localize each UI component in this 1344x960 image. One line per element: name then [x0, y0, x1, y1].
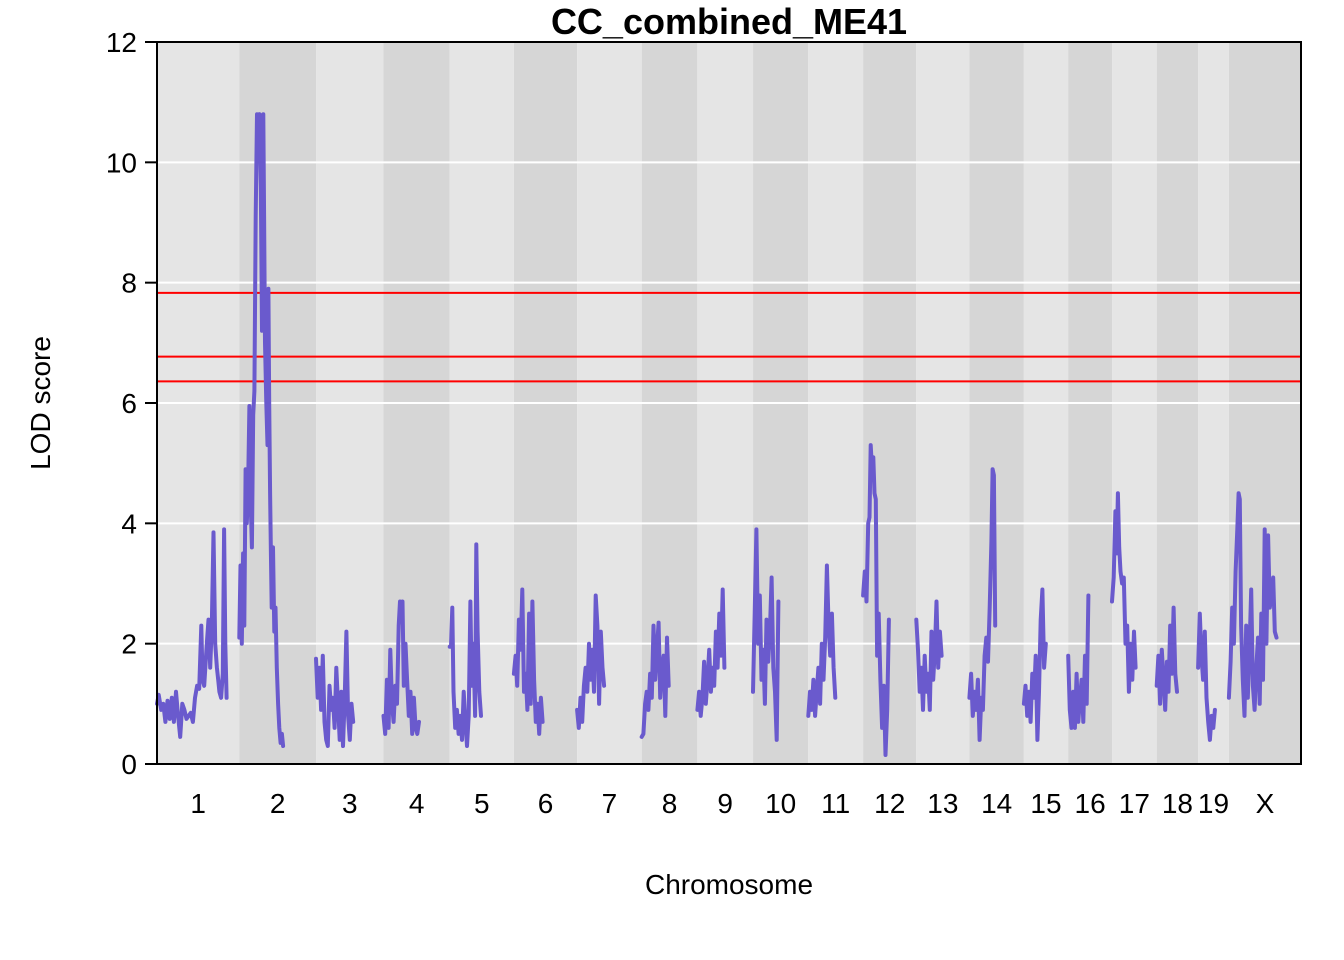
x-tick-label-chr-13: 13 [927, 788, 958, 819]
x-tick-label-chr-5: 5 [474, 788, 490, 819]
x-tick-label-chr-7: 7 [602, 788, 618, 819]
x-tick-label-chr-6: 6 [538, 788, 554, 819]
lod-line-chr-8 [639, 620, 671, 739]
x-tick-label-chr-11: 11 [821, 788, 850, 819]
y-axis: 0 2 4 6 8 10 12 [106, 27, 158, 780]
x-tick-label-chr-16: 16 [1075, 788, 1106, 819]
x-tick-label-chr-10: 10 [765, 788, 796, 819]
lod-line-chr-6 [511, 587, 545, 736]
threshold-lines [157, 291, 1301, 383]
lod-line-chr-5 [447, 542, 483, 748]
lod-line-chr-12 [861, 443, 891, 757]
lod-line-chr-1 [155, 527, 229, 739]
y-tick-label: 12 [106, 27, 137, 58]
lod-line-chr-14 [967, 467, 998, 742]
lod-line-chr-18 [1154, 605, 1179, 712]
lod-line-chr-16 [1066, 593, 1091, 730]
lod-line-chr-9 [695, 587, 727, 718]
y-tick-label: 6 [121, 388, 137, 419]
chart-title: CC_combined_ME41 [551, 1, 907, 42]
x-tick-label-chr-3: 3 [342, 788, 358, 819]
y-tick-label: 4 [121, 508, 137, 539]
x-tick-label-chr-8: 8 [662, 788, 678, 819]
lod-series [155, 112, 1279, 757]
x-tick-label-chr-X: X [1256, 788, 1275, 819]
x-tick-label-chr-14: 14 [981, 788, 1012, 819]
x-axis-title: Chromosome [645, 869, 813, 900]
lod-line-chr-17 [1110, 491, 1138, 694]
x-tick-label-chr-17: 17 [1119, 788, 1150, 819]
lod-line-chr-13 [914, 599, 944, 712]
lod-line-chr-2 [237, 112, 286, 748]
x-tick-label-chr-9: 9 [717, 788, 733, 819]
lod-line-chr-4 [381, 599, 421, 736]
y-axis-title: LOD score [25, 336, 56, 470]
x-tick-label-chr-15: 15 [1030, 788, 1061, 819]
x-tick-label-chr-12: 12 [874, 788, 905, 819]
lod-line-chr-19 [1196, 611, 1217, 742]
x-tick-label-chr-1: 1 [190, 788, 206, 819]
lod-line-chr-7 [575, 593, 607, 730]
lod-line-chr-15 [1021, 587, 1048, 742]
y-tick-label: 2 [121, 629, 137, 660]
x-tick-label-chr-19: 19 [1198, 788, 1229, 819]
lod-line-chr-11 [806, 563, 838, 718]
y-tick-label: 8 [121, 268, 137, 299]
y-tick-label: 10 [106, 147, 137, 178]
x-tick-label-chr-2: 2 [270, 788, 286, 819]
lod-line-chr-X [1226, 491, 1279, 718]
lod-line-chr-3 [314, 629, 356, 748]
x-tick-label-chr-4: 4 [409, 788, 425, 819]
y-tick-label: 0 [121, 749, 137, 780]
x-axis: 1 2 3 4 5 6 7 8 9 10 11 12 13 14 15 16 17 18 19 X [190, 788, 1274, 819]
lod-line-chr-10 [751, 527, 781, 742]
x-tick-label-chr-18: 18 [1162, 788, 1193, 819]
